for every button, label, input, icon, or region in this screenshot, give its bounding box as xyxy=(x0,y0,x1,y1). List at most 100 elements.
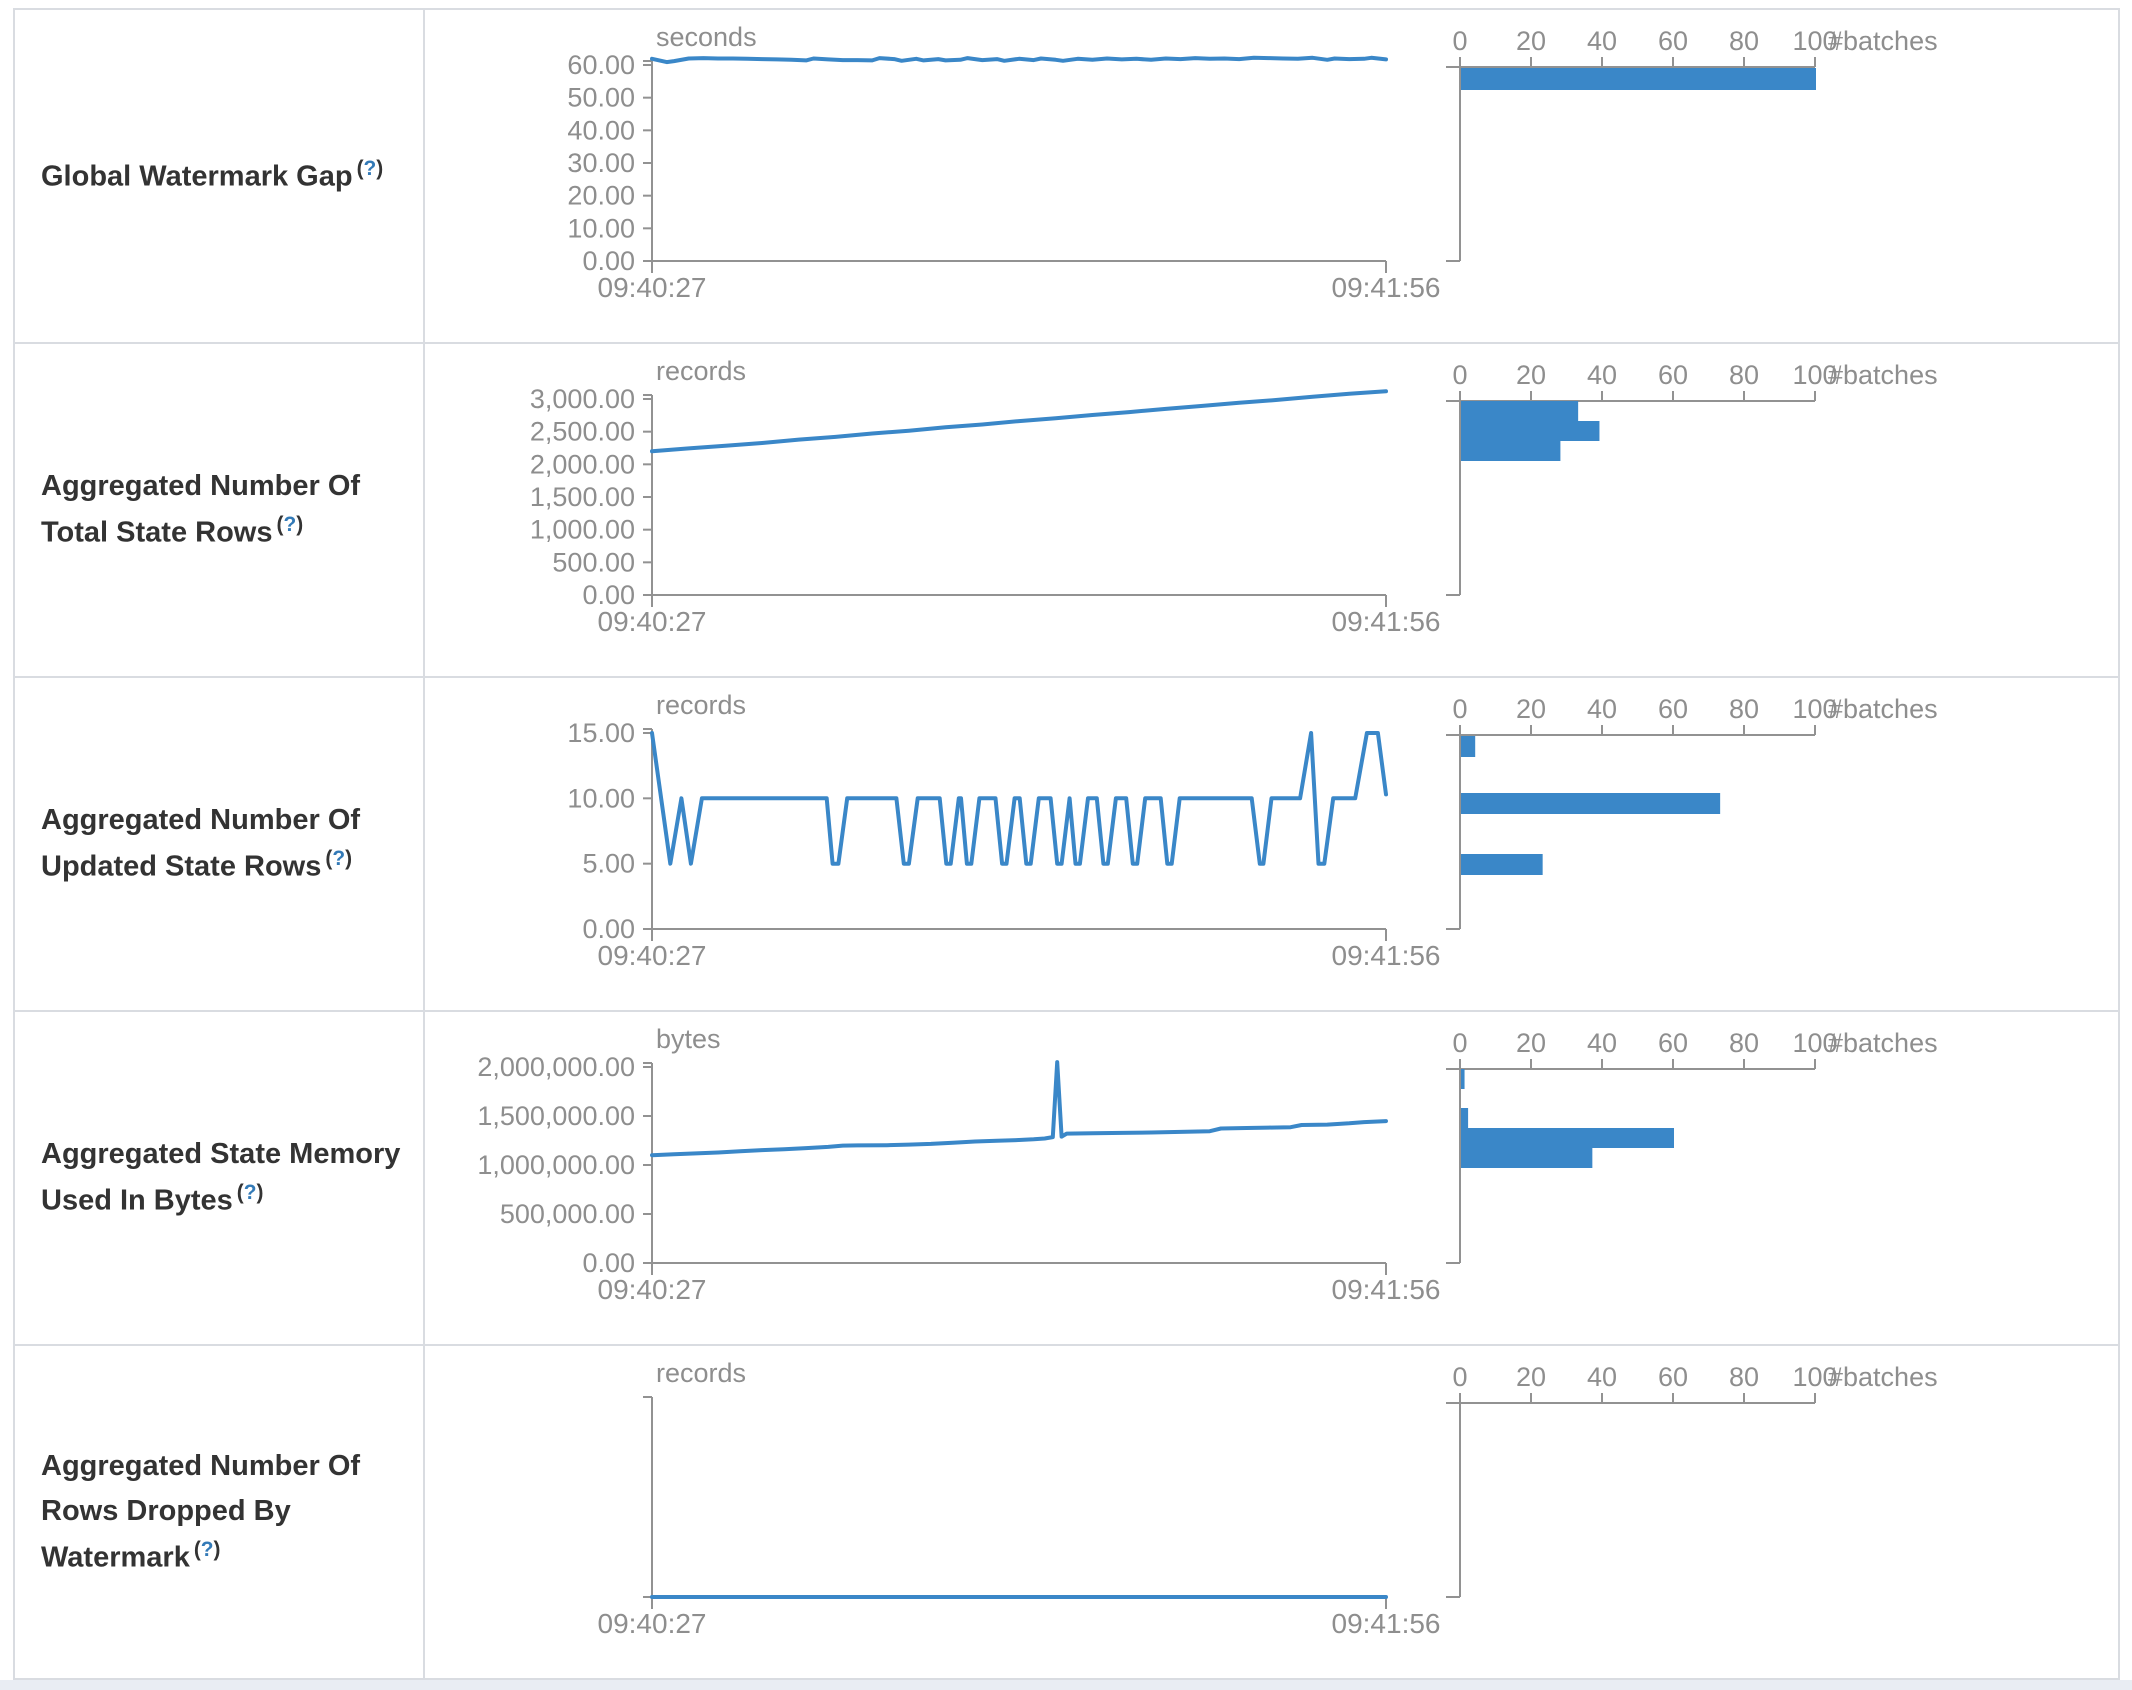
histogram-bar xyxy=(1461,401,1579,421)
y-axis-tick-label: 15.00 xyxy=(567,718,635,748)
timeline-chart: bytes 2,000,000.00 1,500,000.00 1,000,000.0… xyxy=(477,1024,1440,1305)
histogram-axis-tick-label: 0 xyxy=(1452,360,1467,390)
metric-row: Global Watermark Gap (?) seconds 60.00 50.0… xyxy=(13,8,2120,344)
help-marker: (?) xyxy=(325,847,352,870)
help-link[interactable]: ? xyxy=(363,156,377,180)
page-bottom-strip xyxy=(0,1680,2132,1690)
metric-label-cell: Aggregated State Memory Used In Bytes (?) xyxy=(13,1010,425,1346)
metric-row: Aggregated Number Of Updated State Rows(… xyxy=(13,676,2120,1012)
histogram-axis-tick-label: 20 xyxy=(1516,26,1546,56)
metric-charts: records3,000.002,500.002,000.001,500.001… xyxy=(530,356,1938,637)
timeline-unit-label: seconds xyxy=(656,22,757,52)
histogram-bar xyxy=(1461,854,1543,875)
y-axis-tick-label: 2,500.00 xyxy=(530,417,635,447)
metric-charts: bytes 2,000,000.00 1,500,000.00 1,000,000.0… xyxy=(477,1024,1938,1305)
metric-charts-cell: bytes 2,000,000.00 1,500,000.00 1,000,000.0… xyxy=(423,1010,2120,1346)
histogram-axis-tick-label: 0 xyxy=(1452,26,1467,56)
batches-axis-label: #batches xyxy=(1828,1028,1938,1058)
help-marker: (?) xyxy=(237,1181,264,1204)
help-paren-close: ) xyxy=(296,513,304,537)
histogram-axis-tick-label: 100 xyxy=(1792,1028,1837,1058)
histogram-bar xyxy=(1461,1108,1469,1128)
histogram-axis-tick-label: 40 xyxy=(1587,1362,1617,1392)
histogram-axis-tick-label: 80 xyxy=(1729,360,1759,390)
histogram-axis-tick-label: 20 xyxy=(1516,694,1546,724)
histogram-axis-tick-label: 80 xyxy=(1729,26,1759,56)
timeline-line xyxy=(650,1060,1388,1158)
y-axis-tick-label: 2,000,000.00 xyxy=(477,1052,635,1082)
metric-charts-cell: records 3,000.00 2,500.00 2,000.00 1,500.00 1… xyxy=(423,342,2120,678)
y-axis-tick-label: 30.00 xyxy=(567,148,635,178)
x-axis-end-label: 09:41:56 xyxy=(1332,1274,1441,1305)
histogram-chart: 0 20 40 60 80 100#batches xyxy=(1446,1362,1938,1598)
timeline-unit-label: records xyxy=(656,1358,746,1388)
histogram-bar xyxy=(1461,1128,1674,1148)
y-axis-tick-label: 2,000.00 xyxy=(530,449,635,479)
y-axis-tick-label: 10.00 xyxy=(567,213,635,243)
y-axis-tick-label: 3,000.00 xyxy=(530,384,635,414)
help-paren-open: ( xyxy=(236,1181,244,1205)
timeline-chart: records 09:40:27 09:41:56 xyxy=(598,1358,1441,1639)
x-axis-start-label: 09:40:27 xyxy=(598,272,707,303)
timeline-unit-label: records xyxy=(656,356,746,386)
y-axis-tick-label: 0.00 xyxy=(582,246,635,276)
help-paren-open: ( xyxy=(325,847,333,871)
histogram-axis-tick-label: 40 xyxy=(1587,1028,1617,1058)
metric-label-cell: Aggregated Number Of Updated State Rows(… xyxy=(13,676,425,1012)
y-axis-tick-label: 1,000,000.00 xyxy=(477,1150,635,1180)
x-axis-end-label: 09:41:56 xyxy=(1332,1608,1441,1639)
histogram-axis-tick-label: 40 xyxy=(1587,694,1617,724)
histogram-bar xyxy=(1461,441,1561,461)
y-axis-tick-label: 40.00 xyxy=(567,115,635,145)
help-link[interactable]: ? xyxy=(283,513,297,537)
histogram-axis-tick-label: 0 xyxy=(1452,694,1467,724)
y-axis-tick-label: 1,000.00 xyxy=(530,515,635,545)
histogram-axis-tick-label: 100 xyxy=(1792,360,1837,390)
batches-axis-label: #batches xyxy=(1828,1362,1938,1392)
metric-row: Aggregated Number Of Rows Dropped By Wat… xyxy=(13,1344,2120,1680)
histogram-axis-tick-label: 100 xyxy=(1792,1362,1837,1392)
y-axis-tick-label: 60.00 xyxy=(567,50,635,80)
help-marker: (?) xyxy=(357,157,384,180)
help-link[interactable]: ? xyxy=(200,1537,214,1561)
help-paren-open: ( xyxy=(276,513,284,537)
timeline-chart: seconds 60.0050.0040.0030.0020.0010.000.0… xyxy=(567,22,1440,303)
y-axis-tick-label: 1,500.00 xyxy=(530,482,635,512)
help-paren-open: ( xyxy=(193,1537,201,1561)
timeline-unit-label: bytes xyxy=(656,1024,721,1054)
help-link[interactable]: ? xyxy=(332,847,346,871)
timeline-line xyxy=(650,389,1388,454)
y-axis-tick-label: 20.00 xyxy=(567,181,635,211)
y-axis-tick-label: 5.00 xyxy=(582,849,635,879)
metric-label: Aggregated State Memory Used In Bytes xyxy=(41,1138,401,1217)
batches-axis-label: #batches xyxy=(1828,26,1938,56)
histogram-bar xyxy=(1461,1069,1465,1089)
histogram-chart: 0 20 40 60 80 100#batches xyxy=(1446,26,1938,262)
help-marker: (?) xyxy=(194,1538,221,1561)
y-axis-tick-label: 0.00 xyxy=(582,1248,635,1278)
x-axis-start-label: 09:40:27 xyxy=(598,1274,707,1305)
timeline-line xyxy=(650,731,1388,866)
metric-charts-cell: seconds 60.00 50.00 40.00 30.00 20.00 10.00 0.0… xyxy=(423,8,2120,344)
help-marker: (?) xyxy=(277,513,304,536)
histogram-axis-tick-label: 60 xyxy=(1658,1362,1688,1392)
histogram-axis-tick-label: 20 xyxy=(1516,1362,1546,1392)
metric-charts-cell: records 15.00 10.00 5.00 0.00 09:40:27 09:41:5… xyxy=(423,676,2120,1012)
histogram-bar xyxy=(1461,736,1476,757)
histogram-axis-tick-label: 0 xyxy=(1452,1028,1467,1058)
y-axis-tick-label: 1,500,000.00 xyxy=(477,1101,635,1131)
histogram-axis-tick-label: 80 xyxy=(1729,1362,1759,1392)
help-link[interactable]: ? xyxy=(243,1181,257,1205)
metric-label: Aggregated Number Of Updated State Rows xyxy=(41,804,361,883)
x-axis-end-label: 09:41:56 xyxy=(1332,940,1441,971)
histogram-bar xyxy=(1461,68,1816,90)
histogram-axis-tick-label: 60 xyxy=(1658,694,1688,724)
metric-charts: records 09:40:27 09:41:56 0 20 40 60 80 100#batc… xyxy=(598,1358,1938,1639)
histogram-axis-tick-label: 20 xyxy=(1516,360,1546,390)
watermark-metrics-table: Global Watermark Gap (?) seconds 60.00 50.0… xyxy=(13,8,2120,1680)
histogram-axis-tick-label: 40 xyxy=(1587,360,1617,390)
y-axis-tick-label: 500,000.00 xyxy=(500,1199,635,1229)
x-axis-start-label: 09:40:27 xyxy=(598,606,707,637)
batches-axis-label: #batches xyxy=(1828,360,1938,390)
